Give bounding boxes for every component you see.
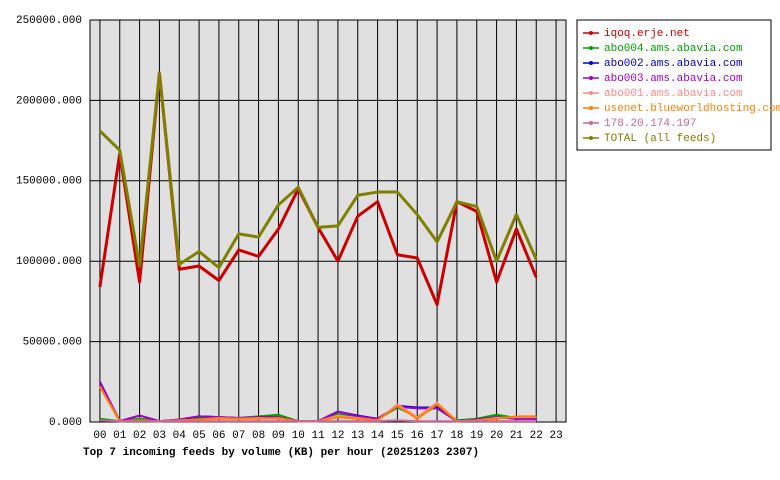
- x-tick-label: 18: [450, 430, 463, 442]
- x-tick-label: 04: [173, 430, 187, 442]
- x-tick-label: 01: [113, 430, 127, 442]
- y-tick-label: 200000.000: [16, 95, 82, 107]
- legend-box: [576, 19, 772, 151]
- x-tick-label: 03: [153, 430, 166, 442]
- y-tick-label: 150000.000: [16, 176, 82, 188]
- legend-marker: [589, 136, 593, 140]
- x-tick-label: 20: [490, 430, 503, 442]
- x-tick-label: 12: [331, 430, 344, 442]
- legend-marker: [589, 76, 593, 80]
- x-tick-label: 06: [212, 430, 225, 442]
- y-tick-label: 250000.000: [16, 15, 82, 27]
- x-tick-label: 23: [549, 430, 562, 442]
- legend-marker: [589, 31, 593, 35]
- x-tick-label: 02: [133, 430, 146, 442]
- x-tick-label: 11: [311, 430, 325, 442]
- x-tick-label: 08: [252, 430, 265, 442]
- legend-label: 178.20.174.197: [604, 118, 696, 130]
- y-tick-label: 50000.000: [23, 337, 82, 349]
- x-tick-label: 15: [391, 430, 404, 442]
- plot-area: [89, 19, 567, 423]
- x-tick-label: 09: [272, 430, 285, 442]
- x-tick-label: 16: [411, 430, 424, 442]
- x-tick-label: 22: [530, 430, 543, 442]
- x-tick-label: 13: [351, 430, 364, 442]
- legend-marker: [589, 121, 593, 125]
- legend-label: abo003.ams.abavia.com: [604, 73, 743, 85]
- series-line: [98, 71, 538, 270]
- legend-label: iqoq.erje.net: [604, 28, 690, 40]
- x-tick-label: 17: [430, 430, 443, 442]
- y-tick-label: 100000.000: [16, 256, 82, 268]
- x-tick-label: 07: [232, 430, 245, 442]
- legend-label: abo002.ams.abavia.com: [604, 58, 743, 70]
- series-line: [99, 419, 537, 423]
- x-tick-label: 14: [371, 430, 385, 442]
- x-tick-label: 19: [470, 430, 483, 442]
- legend-marker: [589, 61, 593, 65]
- chart-title: Top 7 incoming feeds by volume (KB) per …: [83, 447, 479, 459]
- x-tick-label: 10: [292, 430, 305, 442]
- legend-marker: [589, 91, 593, 95]
- legend-label: abo004.ams.abavia.com: [604, 43, 743, 55]
- legend-marker: [589, 106, 593, 110]
- y-tick-label: 0.000: [49, 417, 82, 429]
- x-tick-label: 21: [510, 430, 524, 442]
- x-tick-label: 00: [93, 430, 106, 442]
- legend-label: usenet.blueworldhosting.com: [604, 103, 780, 115]
- legend-label: abo001.ams.abavia.com: [604, 88, 743, 100]
- legend-marker: [589, 46, 593, 50]
- legend-label: TOTAL (all feeds): [604, 133, 716, 145]
- x-tick-label: 05: [192, 430, 205, 442]
